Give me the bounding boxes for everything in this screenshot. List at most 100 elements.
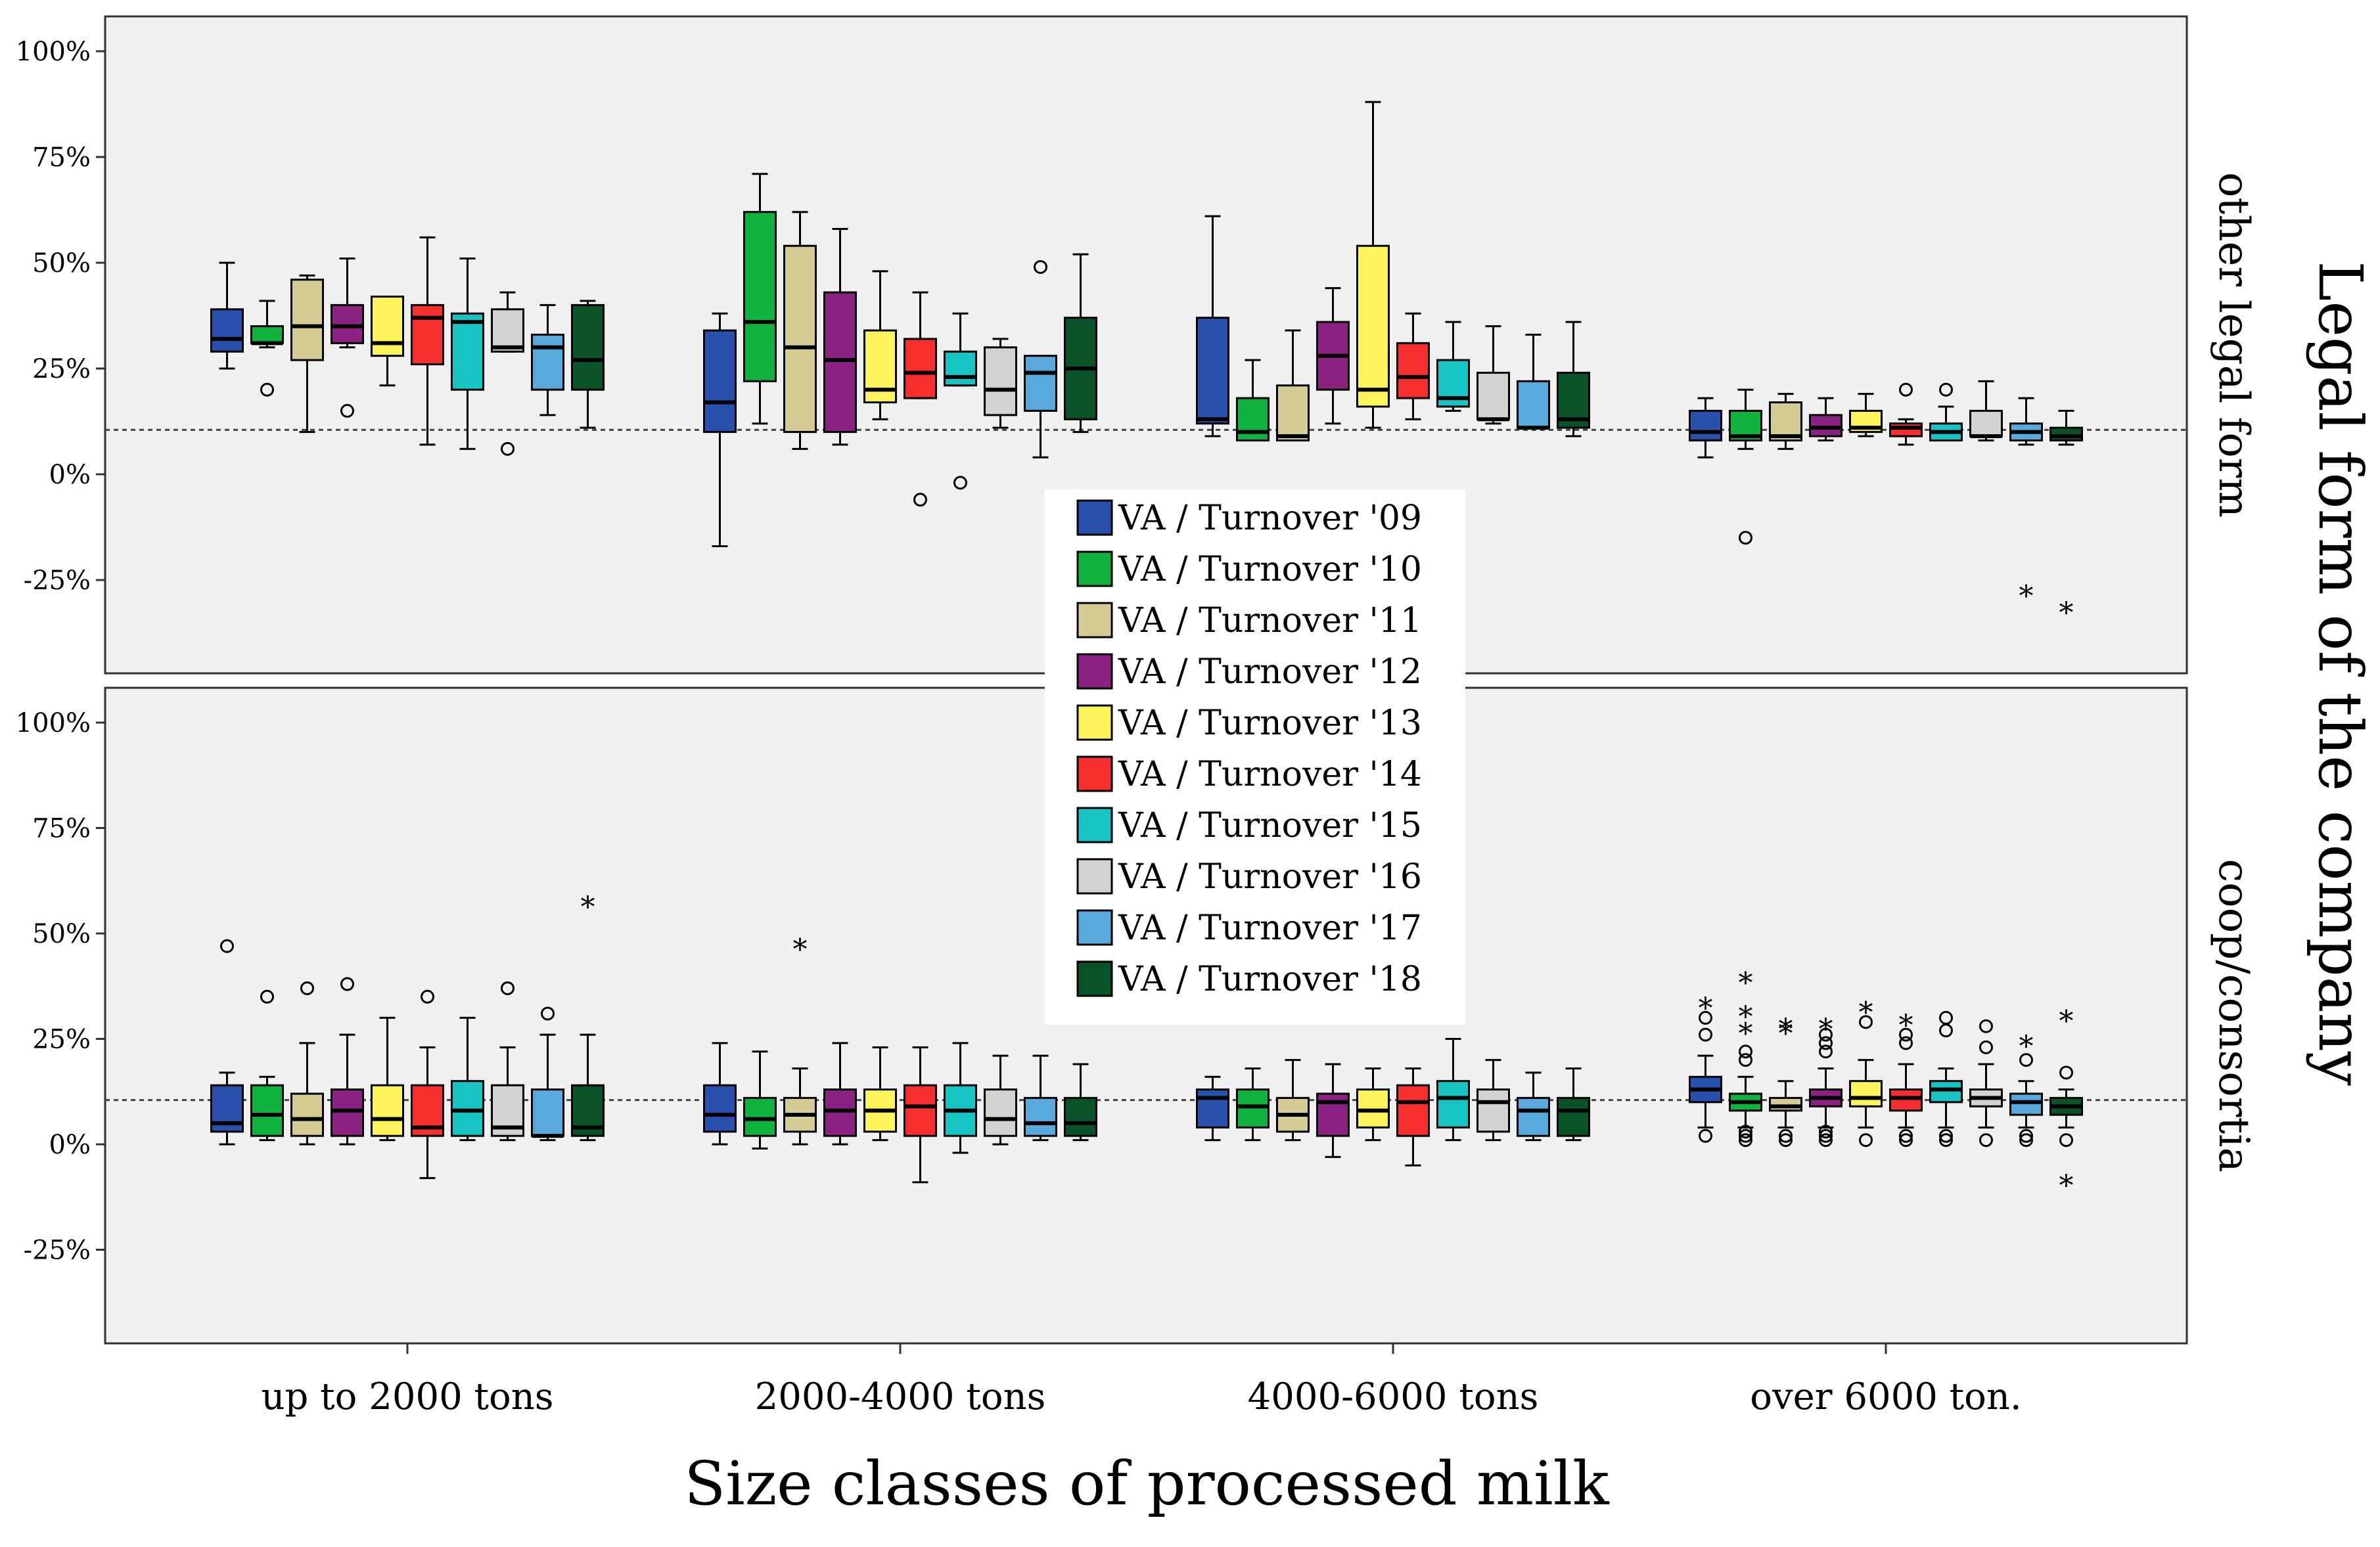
- legend-background: [1045, 489, 1465, 1025]
- box-body: [210, 308, 244, 353]
- y-tick-label: 50%: [32, 919, 91, 949]
- legend-swatch: [1076, 499, 1113, 536]
- box-3-6: [1396, 312, 1430, 420]
- box-body: [703, 329, 737, 434]
- outlier-point: [1739, 1125, 1752, 1139]
- outlier-point: [220, 939, 234, 953]
- box-body: [743, 1096, 777, 1137]
- legend-item: VA / Turnover '12: [1076, 652, 1422, 692]
- outlier-point: [2019, 1053, 2033, 1067]
- box-body: [1356, 244, 1390, 408]
- outlier-point: [2059, 1065, 2073, 1080]
- box-4-10: *: [2049, 409, 2083, 630]
- box-body: [531, 333, 564, 391]
- extreme-point: *: [2059, 1169, 2074, 1203]
- outlier-point: [1819, 1129, 1833, 1143]
- box-body: [371, 296, 404, 357]
- legend-swatch: [1076, 960, 1113, 997]
- outlier-point: [1859, 1015, 1873, 1029]
- box-1-8: [491, 981, 524, 1142]
- box-body: [290, 279, 324, 361]
- outlier-point: [1699, 1129, 1712, 1143]
- y-tick-label: 100%: [16, 708, 91, 738]
- box-body: [1396, 342, 1430, 399]
- outlier-point: [501, 441, 515, 456]
- outlier-point: [1899, 1129, 1913, 1143]
- box-body: [1064, 1096, 1097, 1137]
- outlier-point: [2019, 1133, 2033, 1148]
- box-3-10: [1557, 1067, 1590, 1142]
- box-body: [1236, 397, 1270, 441]
- box-2-10: [1064, 253, 1097, 434]
- box-4-3: [1769, 393, 1802, 450]
- extreme-point: *: [793, 933, 808, 966]
- outlier-point: [260, 382, 274, 397]
- extreme-point: *: [581, 891, 595, 924]
- box-3-4: [1316, 1063, 1350, 1158]
- box-body: [1969, 409, 2003, 437]
- box-body: [1476, 371, 1510, 420]
- extreme-point: *: [1779, 1018, 1793, 1051]
- outlier-point: [1779, 1133, 1793, 1148]
- box-body: [1396, 1084, 1430, 1137]
- outlier-point: [2019, 1129, 2033, 1143]
- outlier-point: [1739, 1129, 1752, 1143]
- box-body: [571, 303, 605, 391]
- box-1-4: [331, 258, 364, 418]
- box-body: [904, 338, 937, 399]
- legend-swatch: [1076, 909, 1113, 946]
- box-2-3: [783, 211, 817, 450]
- outlier-point: [1979, 1133, 1993, 1148]
- box-1-1: [210, 939, 244, 1146]
- box-1-7: [451, 1016, 484, 1142]
- facet-label: coop/consortia: [2209, 859, 2258, 1172]
- box-1-10: *: [571, 891, 605, 1142]
- box-1-9: [531, 303, 564, 416]
- box-4-4: *: [1809, 1013, 1842, 1148]
- legend-swatch: [1076, 858, 1113, 895]
- extreme-point: *: [1739, 1000, 1753, 1034]
- box-3-1: [1196, 215, 1229, 437]
- box-body: [411, 303, 444, 366]
- box-2-1: [703, 1042, 737, 1146]
- box-body: [491, 308, 524, 353]
- legend-swatch: [1076, 602, 1113, 639]
- box-4-8: [1969, 380, 2003, 441]
- box-1-10: [571, 300, 605, 429]
- box-3-9: [1517, 333, 1550, 430]
- y-tick-label: 0%: [49, 460, 91, 490]
- y-tick-label: 75%: [32, 143, 91, 173]
- box-3-2: [1236, 359, 1270, 441]
- outlier-point: [1939, 1129, 1953, 1143]
- box-body: [703, 1084, 737, 1133]
- outlier-point: [1739, 1133, 1752, 1148]
- box-body: [1236, 1088, 1270, 1129]
- outlier-point: [541, 1006, 555, 1021]
- extreme-point: *: [1739, 1018, 1753, 1051]
- box-body: [531, 1088, 564, 1137]
- box-2-2: [743, 173, 777, 425]
- outlier-point: [340, 977, 354, 991]
- box-body: [1557, 1096, 1590, 1137]
- outlier-point: [1939, 382, 1953, 397]
- box-2-4: [823, 1042, 857, 1146]
- box-body: [984, 1088, 1017, 1137]
- box-body: [371, 1084, 404, 1137]
- legend: VA / Turnover '09 VA / Turnover '10 VA / T…: [1045, 489, 1465, 1025]
- legend-swatch: [1076, 704, 1113, 741]
- x-tick-label: 2000-4000 tons: [755, 1376, 1046, 1418]
- legend-label: VA / Turnover '18: [1118, 960, 1422, 999]
- outlier-point: [953, 476, 967, 490]
- outlier-point: [421, 989, 434, 1004]
- box-3-9: [1517, 1071, 1550, 1142]
- legend-item: VA / Turnover '17: [1076, 908, 1422, 948]
- legend-swatch: [1076, 550, 1113, 587]
- y-tick-label: 25%: [32, 1025, 91, 1055]
- box-body: [823, 1088, 857, 1137]
- extreme-point: *: [2019, 579, 2034, 613]
- box-4-3: **: [1769, 1013, 1802, 1148]
- outlier-point: [1819, 1027, 1833, 1042]
- outlier-point: [1859, 1133, 1873, 1148]
- box-3-7: [1436, 1038, 1470, 1142]
- box-body: [984, 346, 1017, 416]
